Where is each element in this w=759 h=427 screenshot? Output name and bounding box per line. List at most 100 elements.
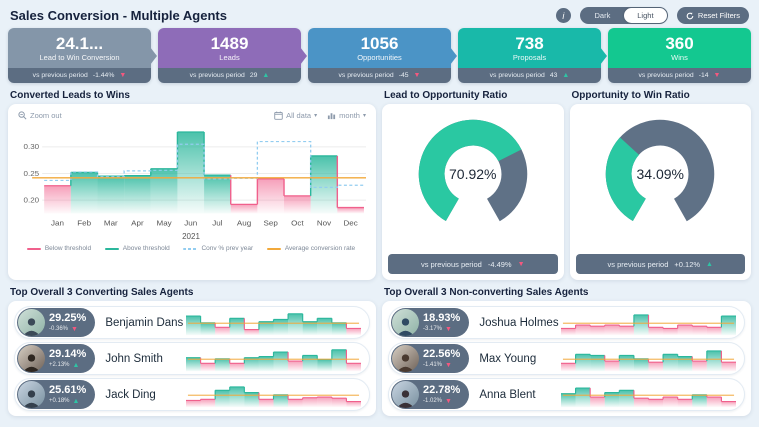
agent-value: 22.78% [423,383,461,396]
reset-filters-button[interactable]: Reset Filters [676,7,749,24]
agent-sparkline [186,385,361,407]
kpi-delta: 43 [549,72,558,79]
agent-name: Benjamin Dans [105,316,184,329]
agent-name: Jack Ding [105,388,156,401]
legend-item-average: Average conversion rate [266,245,355,252]
magnifier-icon [18,111,27,120]
panel-title: Converted Leads to Wins [10,90,130,101]
bottom-row: Top Overall 3 Converting Sales Agents 29… [0,286,759,416]
kpi-compare: vs previous period -14 ▼ [608,68,751,83]
year-label: 2021 [182,232,200,241]
converted-leads-chart-card: Zoom out All data ▾ month ▾ [8,104,376,280]
kpi-row: 24.1... Lead to Win Conversion vs previo… [0,28,759,83]
kpi-label: Leads [219,53,240,62]
kpi-value: 360 [665,34,694,53]
svg-text:Oct: Oct [291,219,304,228]
svg-text:Apr: Apr [131,219,144,228]
header-controls: i Dark Light Reset Filters [555,7,749,24]
svg-text:Jan: Jan [51,219,64,228]
agent-badge: 22.78% -1.02% ▼ [391,380,470,409]
kpi-delta: -45 [398,72,409,79]
agent-row[interactable]: 18.93% -3.17% ▼ Joshua Holmes [388,306,745,339]
theme-option-dark[interactable]: Dark [594,11,611,20]
info-icon: i [562,10,565,21]
kpi-card-proposals[interactable]: 738 Proposals vs previous period 43 ▲ [458,28,607,83]
reset-icon [686,11,694,19]
agent-delta: -1.02% [423,398,443,404]
avatar [392,309,419,336]
agent-delta: -0.36% [49,326,69,332]
kpi-label: Wins [671,53,688,62]
granularity-dropdown[interactable]: month ▾ [327,111,366,120]
kpi-delta: 29 [249,72,258,79]
agent-delta: -1.41% [423,362,443,368]
svg-text:Jul: Jul [212,219,223,228]
gauge-value: 70.92% [449,166,497,182]
calendar-icon [274,111,283,120]
trend-arrow-icon: ▲ [706,260,713,268]
panel-title: Lead to Opportunity Ratio [384,90,508,101]
agent-row[interactable]: 22.78% -1.02% ▼ Anna Blent [388,378,745,411]
trend-arrow-icon: ▼ [71,325,78,333]
svg-text:Feb: Feb [77,219,91,228]
info-button[interactable]: i [555,8,571,23]
agent-value: 29.14% [49,347,87,360]
chevron-down-icon: ▾ [362,113,366,119]
kpi-card-wins[interactable]: 360 Wins vs previous period -14 ▼ [608,28,751,83]
agent-name: John Smith [105,352,163,365]
panel-lead-to-opportunity: Lead to Opportunity Ratio 70.92% vs prev… [382,89,564,280]
kpi-card-lead-to-win[interactable]: 24.1... Lead to Win Conversion vs previo… [8,28,157,83]
kpi-compare: vs previous period -45 ▼ [308,68,451,83]
kpi-value: 24.1... [55,34,104,53]
kpi-card-leads[interactable]: 1489 Leads vs previous period 29 ▲ [158,28,307,83]
panel-nonconverting-agents: Top Overall 3 Non-converting Sales Agent… [382,286,751,416]
date-range-dropdown[interactable]: All data ▾ [274,111,317,120]
agent-badge: 29.14% +2.13% ▲ [17,344,96,373]
agent-name: Joshua Holmes [479,316,559,329]
agent-sparkline [561,313,736,335]
main-chart-svg[interactable]: 0.20 0.25 0.30 Jan Feb Mar Apr May Jun Jul Aug Sep O… [14,120,368,234]
trend-arrow-icon: ▼ [445,361,452,369]
agent-badge: 22.56% -1.41% ▼ [391,344,470,373]
agent-sparkline [186,312,361,335]
agent-value: 18.93% [423,311,461,324]
trend-arrow-icon: ▼ [413,72,421,79]
gauge-value: 34.09% [636,166,684,182]
theme-toggle[interactable]: Dark Light [579,7,668,24]
panel-title: Top Overall 3 Non-converting Sales Agent… [384,287,589,298]
kpi-label: Proposals [512,53,547,62]
chart-legend: Below threshold Above threshold Conv % p… [14,245,368,252]
theme-option-light[interactable]: Light [623,8,667,23]
gauge-compare: vs previous period +0.12% ▲ [575,254,745,274]
avatar [392,345,419,372]
panel-title: Top Overall 3 Converting Sales Agents [10,287,194,298]
nonconverting-agents-card: 18.93% -3.17% ▼ Joshua Holmes 22.56% -1.4… [382,301,751,416]
chevron-down-icon: ▾ [314,113,318,119]
avatar [18,381,45,408]
svg-text:Dec: Dec [344,219,358,228]
legend-marker-teal [104,247,119,250]
opportunity-to-win-gauge-card: 34.09% vs previous period +0.12% ▲ [569,104,751,280]
agent-row[interactable]: 25.61% +0.18% ▲ Jack Ding [14,378,370,411]
agent-row[interactable]: 29.25% -0.36% ▼ Benjamin Dans [14,306,370,339]
middle-row: Converted Leads to Wins Zoom out All dat… [0,89,759,280]
gauge-delta: +0.12% [674,259,701,269]
agent-value: 25.61% [49,383,87,396]
agent-row[interactable]: 22.56% -1.41% ▼ Max Young [388,342,745,375]
header: Sales Conversion - Multiple Agents i Dar… [0,0,759,28]
zoom-out-button[interactable]: Zoom out [18,111,62,120]
agent-row[interactable]: 29.14% +2.13% ▲ John Smith [14,342,370,375]
kpi-compare: vs previous period 43 ▲ [458,68,601,83]
kpi-label: Opportunities [357,53,402,62]
kpi-card-opportunities[interactable]: 1056 Opportunities vs previous period -4… [308,28,457,83]
avatar [392,381,419,408]
kpi-delta: -14 [698,72,709,79]
agent-delta: +0.18% [49,398,70,404]
converting-agents-card: 29.25% -0.36% ▼ Benjamin Dans 29.14% +2.1… [8,301,376,416]
agent-sparkline [186,348,361,371]
trend-arrow-icon: ▼ [713,72,721,79]
agent-sparkline [561,387,736,407]
lead-to-opportunity-gauge-card: 70.92% vs previous period -4.49% ▼ [382,104,564,280]
panel-title: Opportunity to Win Ratio [571,90,690,101]
